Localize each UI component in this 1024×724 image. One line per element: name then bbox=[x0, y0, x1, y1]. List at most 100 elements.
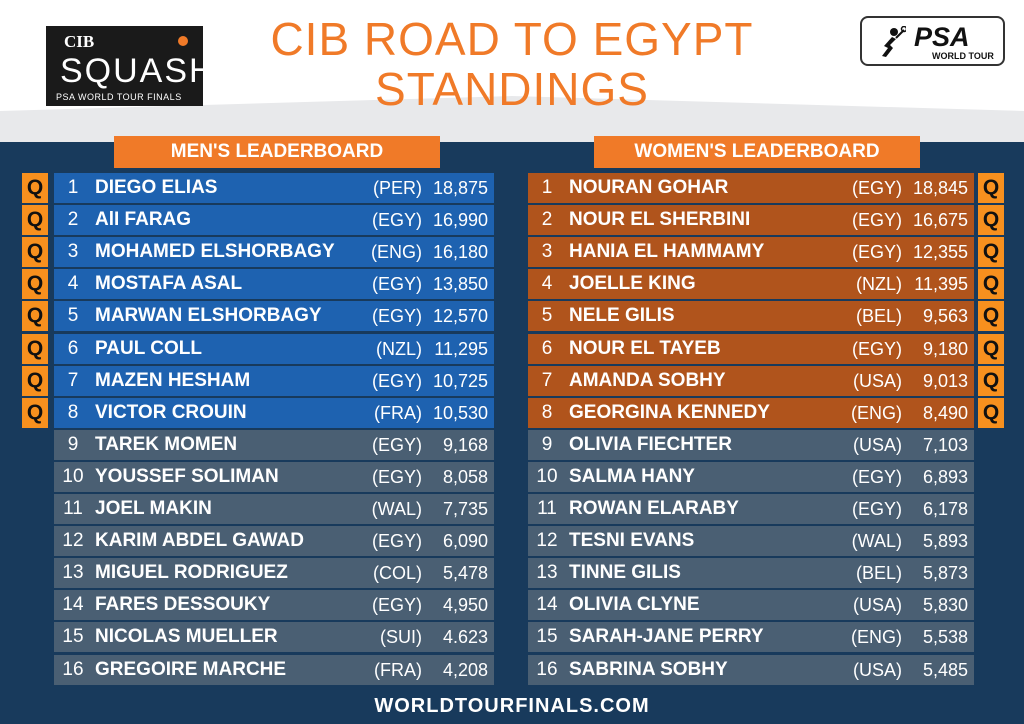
men-row-rank: 4 bbox=[67, 273, 79, 294]
women-row-country: (ENG) bbox=[851, 402, 902, 423]
women-row-rank: 13 bbox=[536, 562, 558, 583]
women-row-rank: 2 bbox=[541, 209, 553, 230]
women-row-country: (EGY) bbox=[851, 498, 902, 519]
men-row-points: 4,950 bbox=[442, 594, 488, 615]
men-row: 10 YOUSSEF SOLIMAN (EGY) 8,058 bbox=[54, 462, 494, 492]
men-row-name: YOUSSEF SOLIMAN bbox=[95, 466, 279, 487]
women-row-country: (EGY) bbox=[851, 177, 902, 198]
men-row-name: DIEGO ELIAS bbox=[95, 177, 218, 198]
cib-logo-word: SQUASH bbox=[60, 52, 216, 90]
women-row-country: (EGY) bbox=[851, 241, 902, 262]
squash-ball-icon bbox=[178, 36, 188, 46]
women-row-rank: 14 bbox=[536, 594, 558, 615]
men-row-name: MARWAN ELSHORBAGY bbox=[95, 305, 322, 326]
women-row-rank: 16 bbox=[536, 659, 558, 680]
qualified-badge: Q bbox=[22, 301, 48, 331]
women-leaderboard-header: WOMEN'S LEADERBOARD bbox=[594, 136, 920, 168]
women-row-points: 7,103 bbox=[922, 434, 968, 455]
men-row-rank: 3 bbox=[67, 241, 79, 262]
women-row-name: OLIVIA FIECHTER bbox=[569, 434, 732, 455]
women-row: 2 NOUR EL SHERBINI (EGY) 16,675 bbox=[528, 205, 974, 235]
men-row: 4 MOSTAFA ASAL (EGY) 13,850 bbox=[54, 269, 494, 299]
men-row-country: (FRA) bbox=[374, 402, 422, 423]
women-row-points: 5,485 bbox=[922, 659, 968, 680]
women-row-points: 12,355 bbox=[912, 241, 968, 262]
men-row-country: (EGY) bbox=[371, 434, 422, 455]
men-row-points: 7,735 bbox=[442, 498, 488, 519]
men-row-name: MAZEN HESHAM bbox=[95, 370, 251, 391]
women-row-name: AMANDA SOBHY bbox=[569, 370, 726, 391]
women-row-points: 16,675 bbox=[912, 209, 968, 230]
men-row-rank: 13 bbox=[62, 562, 84, 583]
men-row-points: 12,570 bbox=[432, 305, 488, 326]
women-row-name: NOUR EL SHERBINI bbox=[569, 209, 751, 230]
men-row: 1 DIEGO ELIAS (PER) 18,875 bbox=[54, 173, 494, 203]
psa-logo-subtitle: WORLD TOUR bbox=[932, 51, 994, 61]
women-row-points: 9,180 bbox=[922, 338, 968, 359]
women-row-rank: 3 bbox=[541, 241, 553, 262]
women-row: 4 JOELLE KING (NZL) 11,395 bbox=[528, 269, 974, 299]
men-row-rank: 14 bbox=[62, 594, 84, 615]
men-row-country: (EGY) bbox=[371, 209, 422, 230]
men-row: 13 MIGUEL RODRIGUEZ (COL) 5,478 bbox=[54, 558, 494, 588]
men-row-rank: 8 bbox=[67, 402, 79, 423]
men-row-name: FARES DESSOUKY bbox=[95, 594, 271, 615]
women-row-rank: 8 bbox=[541, 402, 553, 423]
women-row-points: 5,830 bbox=[922, 594, 968, 615]
men-row: 3 MOHAMED ELSHORBAGY (ENG) 16,180 bbox=[54, 237, 494, 267]
qualified-badge: Q bbox=[22, 173, 48, 203]
women-row-name: NOUR EL TAYEB bbox=[569, 338, 721, 359]
men-row-name: MOHAMED ELSHORBAGY bbox=[95, 241, 335, 262]
men-row-name: PAUL COLL bbox=[95, 338, 202, 359]
men-row-rank: 2 bbox=[67, 209, 79, 230]
qualified-badge: Q bbox=[978, 301, 1004, 331]
women-row-name: NELE GILIS bbox=[569, 305, 675, 326]
cib-logo-brand: CIB bbox=[64, 32, 95, 51]
men-row-rank: 9 bbox=[67, 434, 79, 455]
men-row: 14 FARES DESSOUKY (EGY) 4,950 bbox=[54, 590, 494, 620]
women-row-name: SABRINA SOBHY bbox=[569, 659, 728, 680]
women-row-points: 5,873 bbox=[922, 562, 968, 583]
women-row-points: 18,845 bbox=[912, 177, 968, 198]
qualified-badge: Q bbox=[978, 269, 1004, 299]
women-row-country: (EGY) bbox=[851, 209, 902, 230]
qualified-badge: Q bbox=[978, 398, 1004, 428]
women-row-country: (USA) bbox=[853, 434, 902, 455]
qualified-badge: Q bbox=[978, 334, 1004, 364]
women-row-rank: 12 bbox=[536, 530, 558, 551]
cib-squash-logo: CIB SQUASH PSA WORLD TOUR FINALS bbox=[46, 26, 214, 106]
men-row: 7 MAZEN HESHAM (EGY) 10,725 bbox=[54, 366, 494, 396]
women-row: 5 NELE GILIS (BEL) 9,563 bbox=[528, 301, 974, 331]
men-row-rank: 15 bbox=[62, 626, 84, 647]
psa-world-tour-logo: PSA WORLD TOUR bbox=[860, 16, 1005, 66]
women-row-points: 6,893 bbox=[922, 466, 968, 487]
women-row: 7 AMANDA SOBHY (USA) 9,013 bbox=[528, 366, 974, 396]
women-row-name: NOURAN GOHAR bbox=[569, 177, 729, 198]
women-row-name: ROWAN ELARABY bbox=[569, 498, 739, 519]
men-row: 11 JOEL MAKIN (WAL) 7,735 bbox=[54, 494, 494, 524]
women-row-rank: 9 bbox=[541, 434, 553, 455]
title-line-2: STANDINGS bbox=[375, 63, 649, 115]
women-row-rank: 10 bbox=[536, 466, 558, 487]
qualified-badge: Q bbox=[22, 269, 48, 299]
women-row-country: (ENG) bbox=[851, 626, 902, 647]
men-row-name: MIGUEL RODRIGUEZ bbox=[95, 562, 288, 583]
qualified-badge: Q bbox=[978, 237, 1004, 267]
women-row-country: (EGY) bbox=[851, 338, 902, 359]
women-row-country: (EGY) bbox=[851, 466, 902, 487]
women-row-country: (USA) bbox=[853, 594, 902, 615]
women-row-rank: 11 bbox=[537, 498, 557, 519]
women-row-country: (NZL) bbox=[856, 273, 902, 294]
men-row-points: 13,850 bbox=[432, 273, 488, 294]
women-row: 15 SARAH-JANE PERRY (ENG) 5,538 bbox=[528, 622, 974, 652]
psa-logo-brand: PSA bbox=[914, 22, 970, 52]
qualified-badge: Q bbox=[22, 366, 48, 396]
women-row-name: TINNE GILIS bbox=[569, 562, 681, 583]
men-row-rank: 1 bbox=[67, 177, 79, 198]
qualified-badge: Q bbox=[978, 173, 1004, 203]
men-row-points: 10,530 bbox=[432, 402, 488, 423]
women-row-name: SALMA HANY bbox=[569, 466, 695, 487]
women-row: 3 HANIA EL HAMMAMY (EGY) 12,355 bbox=[528, 237, 974, 267]
men-row-rank: 11 bbox=[63, 498, 83, 519]
qualified-badge: Q bbox=[22, 237, 48, 267]
